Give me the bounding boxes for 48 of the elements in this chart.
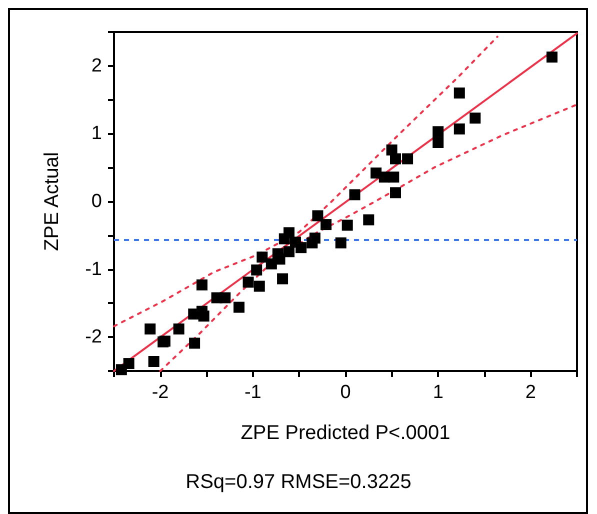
point — [144, 323, 156, 334]
point — [342, 220, 353, 231]
point — [454, 123, 465, 134]
line-series — [159, 104, 578, 372]
x-tick-label: -2 — [152, 382, 169, 403]
point — [284, 246, 295, 258]
point — [196, 279, 208, 290]
point — [277, 273, 288, 284]
point — [432, 126, 444, 138]
point — [256, 252, 268, 263]
point — [335, 237, 346, 248]
point — [296, 242, 307, 254]
point — [254, 280, 265, 292]
point — [116, 364, 127, 376]
point — [432, 137, 444, 148]
y-tick-label: 1 — [91, 123, 102, 144]
point — [242, 276, 254, 288]
point — [390, 187, 402, 198]
point — [470, 112, 481, 124]
point — [284, 227, 295, 238]
x-tick-label: 0 — [340, 382, 351, 403]
text: RSq=0.97 RMSE=0.3225 — [186, 471, 412, 493]
point — [546, 52, 558, 63]
point — [402, 153, 414, 164]
point — [349, 189, 360, 200]
point — [251, 264, 262, 276]
point — [220, 292, 231, 304]
x-tick-label: -1 — [244, 382, 262, 403]
point — [312, 210, 324, 222]
point — [390, 153, 402, 164]
point — [148, 356, 160, 368]
point — [173, 323, 184, 334]
point — [454, 88, 465, 99]
point — [198, 310, 210, 322]
y-tick-label: -2 — [85, 326, 102, 348]
x-axis-title: ZPE Predicted P<.0001 — [240, 422, 450, 444]
y-tick-label: 0 — [91, 191, 102, 212]
point — [309, 232, 320, 244]
y-axis-title: ZPE Actual — [41, 152, 63, 251]
point — [234, 302, 245, 313]
x-tick-label: 1 — [432, 382, 444, 403]
y-tick-label: 2 — [91, 55, 102, 76]
y-tick-label: -1 — [85, 258, 102, 280]
point — [363, 214, 374, 226]
point — [320, 219, 332, 230]
point — [388, 172, 400, 183]
x-tick-label: 2 — [525, 382, 536, 403]
point — [189, 338, 200, 349]
